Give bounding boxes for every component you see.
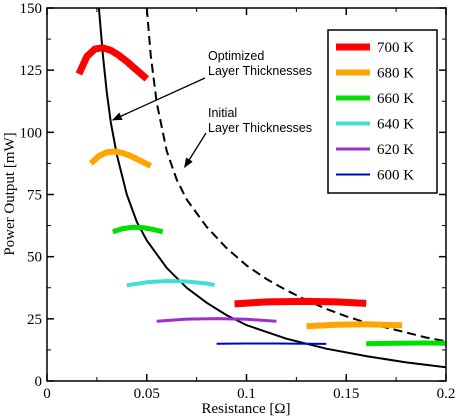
x-tick-label: 0.1 <box>237 386 256 402</box>
x-tick-label: 0 <box>43 386 51 402</box>
y-tick-label: 100 <box>20 125 43 141</box>
x-tick-label: 0.2 <box>437 386 456 402</box>
legend-box <box>327 29 438 194</box>
y-tick-label: 125 <box>20 63 43 79</box>
series-680k-segment-1 <box>88 148 153 169</box>
annotation-arrow-optimized <box>111 77 206 121</box>
annotation-optimized-line-1: Optimized <box>208 49 264 63</box>
annotation-optimized-line-2: Layer Thicknesses <box>208 64 312 78</box>
legend-label-640k: 640 K <box>377 117 414 133</box>
annotation-initial-line-1: Initial <box>208 106 237 120</box>
series-620k-segment-1 <box>156 317 277 323</box>
legend-label-680k: 680 K <box>377 66 414 82</box>
annotation-arrow-initial <box>184 132 207 168</box>
plot-area <box>75 8 446 369</box>
y-axis-title: Power Output [mW] <box>2 132 18 255</box>
y-tick-label: 150 <box>20 1 43 17</box>
legend-label-700k: 700 K <box>377 40 414 56</box>
series-700k-segment-1 <box>75 44 150 82</box>
x-axis-title: Resistance [Ω] <box>201 401 290 417</box>
y-tick-label: 0 <box>35 374 43 390</box>
series-700k-segment-2 <box>234 297 367 308</box>
x-tick-label: 0.05 <box>134 386 160 402</box>
y-tick-label: 75 <box>27 188 42 204</box>
series-660k-segment-2 <box>366 340 446 347</box>
legend-label-600k: 600 K <box>377 168 414 184</box>
series-680k-segment-2 <box>306 321 403 330</box>
series-660k-segment-1 <box>112 224 164 235</box>
series-640k-segment-1 <box>126 278 215 288</box>
legend: 700 K 680 K 660 K 640 K 620 K 600 K <box>327 29 438 194</box>
legend-label-620k: 620 K <box>377 142 414 158</box>
annotation-initial-line-2: Layer Thicknesses <box>208 121 312 135</box>
x-tick-label: 0.15 <box>333 386 359 402</box>
curve-optimized <box>97 8 446 369</box>
legend-label-660k: 660 K <box>377 91 414 107</box>
y-tick-label: 25 <box>27 312 42 328</box>
y-tick-label: 50 <box>27 250 42 266</box>
